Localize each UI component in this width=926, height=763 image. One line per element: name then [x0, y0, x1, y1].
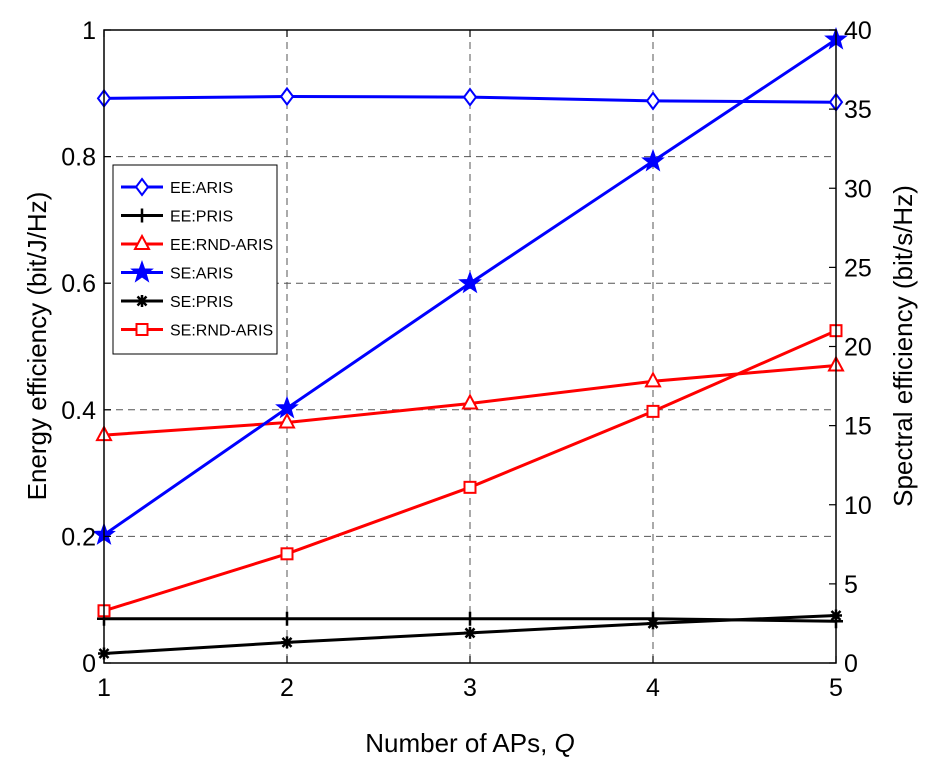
y-tick-label-left: 0.8	[61, 144, 96, 172]
data-point	[278, 412, 296, 429]
legend-box	[112, 164, 278, 355]
y-tick-label-right: 35	[844, 96, 872, 124]
y-tick-label-right: 40	[844, 17, 872, 45]
x-tick-label: 4	[646, 674, 660, 702]
data-point	[279, 86, 295, 107]
data-point	[644, 371, 662, 388]
data-point	[645, 91, 661, 111]
data-point	[461, 393, 479, 410]
legend: EE:ARIS EE:PRIS EE:RND-ARIS SE:ARIS SE:PRIS S…	[112, 164, 278, 355]
y-tick-label-right: 0	[844, 650, 858, 678]
x-tick-label: 1	[97, 674, 111, 702]
y-axis-title-left: Energy efficiency (bit/J/Hz)	[22, 192, 52, 501]
y-tick-label-left: 0.2	[61, 523, 96, 551]
y-tick-label-left: 0	[82, 650, 96, 678]
data-point	[281, 636, 293, 649]
data-point	[464, 626, 476, 639]
legend-label: EE:PRIS	[170, 209, 233, 226]
data-point	[280, 547, 294, 561]
legend-item: EE:PRIS	[121, 208, 233, 226]
x-axis-title: Number of APs, Q	[365, 728, 575, 758]
x-tick-label: 5	[829, 674, 843, 702]
legend-marker	[134, 177, 150, 197]
data-point	[463, 480, 477, 494]
legend-marker	[133, 233, 151, 250]
data-point	[275, 395, 299, 419]
legend-item: EE:RND-ARIS	[121, 233, 273, 254]
y-tick-label-right: 15	[844, 413, 872, 441]
series-layer	[92, 27, 848, 660]
legend-label: SE:ARIS	[170, 266, 233, 283]
x-tick-label: 3	[463, 674, 477, 702]
y-tick-label-right: 30	[844, 175, 872, 203]
y-tick-label-right: 10	[844, 492, 872, 520]
y-tick-label-right: 20	[844, 334, 872, 362]
legend-marker	[135, 208, 149, 223]
legend-marker	[136, 295, 148, 307]
y-axis-title-right: Spectral efficiency (bit/s/Hz)	[888, 185, 918, 507]
y-tick-label-left: 0.4	[61, 397, 96, 425]
x-tick-label: 2	[280, 674, 294, 702]
y-tick-label-right: 5	[844, 571, 858, 599]
legend-label: EE:ARIS	[170, 180, 233, 197]
data-point	[280, 611, 294, 626]
y-tick-label-right: 25	[844, 254, 872, 282]
legend-label: SE:RND-ARIS	[170, 323, 273, 340]
data-point	[463, 611, 477, 626]
data-point	[646, 404, 660, 418]
data-point	[462, 87, 478, 107]
data-point	[458, 270, 482, 294]
legend-marker	[135, 323, 149, 336]
data-point	[641, 148, 665, 172]
y-tick-label-left: 0.6	[61, 270, 96, 298]
y-tick-label-left: 1	[82, 17, 96, 45]
legend-label: SE:PRIS	[170, 294, 233, 311]
series-ee-aris	[96, 86, 844, 112]
legend-item: SE:ARIS	[121, 260, 233, 283]
data-point	[647, 617, 659, 630]
legend-marker	[130, 260, 154, 283]
legend-item: SE:RND-ARIS	[121, 323, 273, 340]
legend-item: EE:ARIS	[121, 177, 233, 197]
legend-item: SE:PRIS	[121, 294, 233, 311]
legend-label: EE:RND-ARIS	[170, 237, 273, 254]
